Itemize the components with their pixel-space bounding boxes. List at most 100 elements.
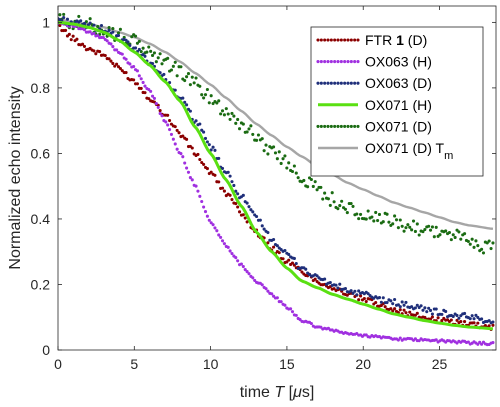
series-point [447,230,452,235]
series-point [202,96,206,100]
series-point [219,112,223,116]
series-point [491,241,495,245]
series-point [319,185,323,189]
series-point [226,245,230,249]
series-point [224,107,228,111]
series-point [266,241,270,245]
series-point [309,321,313,326]
series-point [290,169,295,174]
series-point [315,274,319,278]
series-point [152,51,156,55]
series-point [264,143,268,147]
series-point [472,245,476,249]
y-tick-label: 0.2 [31,276,51,292]
series-point [111,61,115,66]
series-point [277,251,281,255]
series-point [205,140,209,144]
series-point [266,230,270,235]
series-point [417,233,421,237]
legend-item: OX071 (D) Tm [318,140,453,162]
series-point [415,311,419,315]
series-point [393,214,397,218]
series-point [137,39,141,43]
series-point [402,308,406,312]
series-point [132,78,136,82]
series-point [69,38,73,42]
series-point [211,102,215,106]
series-point [345,211,349,215]
series-point [372,219,376,223]
series-point [236,117,240,122]
series-point [459,237,463,241]
series-point [234,121,238,125]
series-point [413,229,417,233]
series-point [275,157,279,161]
series-point [385,300,389,305]
series-point [432,235,436,239]
legend-label: OX071 (D) [365,118,432,134]
series-point [480,342,484,346]
series-point [200,93,204,97]
series-point [251,276,255,280]
series-point [258,218,262,222]
series-point [328,280,332,285]
series-point [376,218,380,223]
series-point [179,65,183,69]
series-point [385,212,389,216]
series-point [99,23,104,28]
series-point [241,193,245,197]
series-point [296,176,300,180]
series-point [249,208,253,212]
series-point [111,45,115,49]
series-point [419,304,423,308]
series-point [398,305,402,309]
series-point [262,227,266,231]
series-point [476,321,480,325]
series-point [222,113,226,117]
series-point [196,189,200,193]
series-point [430,225,434,229]
series-point [328,203,332,207]
series-point [480,317,484,321]
series-point [105,39,109,43]
series-point [381,296,385,300]
series-point [304,267,308,271]
series-point [141,46,145,50]
series-point [332,200,336,204]
series-point [457,230,461,234]
y-axis-label: Normalized echo intensity [7,86,24,269]
series-point [277,150,281,154]
series-point [411,219,416,223]
series-point [262,149,266,153]
series-point [160,114,164,118]
series-point [391,309,395,313]
series-point [463,232,467,236]
x-tick-label: 20 [355,356,371,372]
plot-frame [57,5,497,351]
series-point [158,109,162,113]
legend-item: OX063 (H) [316,54,432,70]
series-point [64,28,68,32]
series-point [185,166,189,170]
series-point [205,87,209,92]
series-point [185,75,189,79]
series-point [393,297,397,302]
series-point [124,57,128,61]
series-point [234,256,238,260]
series-point [357,289,361,293]
series-point [260,137,264,141]
series-point [137,74,141,78]
series-point [82,44,87,48]
series-point [217,180,221,184]
series-point [190,146,194,150]
series-point [118,27,122,31]
series-point [139,77,143,81]
series-point [135,82,139,86]
series-point [243,216,247,220]
series-point [381,220,385,224]
x-axis-ticks: 0 5 10 15 20 25 [54,6,448,372]
series-point [169,68,174,72]
series-point [213,148,217,152]
series-point [188,109,192,113]
series-point [185,103,189,107]
